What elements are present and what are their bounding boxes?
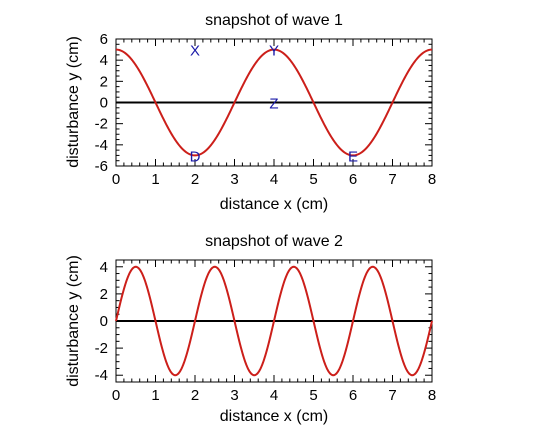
y-tick-label: 2 (100, 73, 108, 90)
y-tick-label: 0 (100, 95, 108, 112)
point-label-x: X (190, 43, 200, 60)
chart-title: snapshot of wave 1 (205, 12, 343, 29)
point-label-d: D (190, 148, 201, 165)
x-tick-label: 6 (349, 171, 357, 188)
wave-curve (115, 48, 433, 157)
panel-wave-2: snapshot of wave 2 disturbance y (cm) di… (65, 233, 436, 425)
x-axis-title: distance x (cm) (220, 408, 328, 425)
x-tick-label: 4 (270, 171, 278, 188)
x-tick-label: 5 (309, 387, 317, 404)
point-label-z: Z (269, 96, 278, 113)
x-tick-label: 7 (388, 387, 396, 404)
x-tick-label: 0 (112, 387, 120, 404)
x-tick-label: 1 (151, 387, 159, 404)
x-tick-label: 3 (230, 171, 238, 188)
plot-area: 0 1 2 3 4 5 6 7 8 -4 -2 0 2 4 (95, 259, 437, 404)
y-axis-title: disturbance y (cm) (65, 36, 82, 168)
plot-area: 0 1 2 3 4 5 6 7 8 -6 -4 -2 0 2 4 6 X Y Z D E (95, 31, 437, 188)
x-tick-label: 5 (309, 171, 317, 188)
x-tick-label: 8 (428, 387, 436, 404)
y-tick-label: -4 (95, 367, 108, 384)
x-axis-title: distance x (cm) (220, 196, 328, 213)
x-tick-label: 2 (191, 171, 199, 188)
y-tick-label: -4 (95, 137, 108, 154)
y-axis-title: disturbance y (cm) (65, 255, 82, 387)
x-tick-label: 7 (388, 171, 396, 188)
x-tick-label: 4 (270, 387, 278, 404)
y-tick-label: -6 (95, 158, 108, 175)
x-tick-label: 1 (151, 171, 159, 188)
panel-wave-1: snapshot of wave 1 disturbance y (cm) di… (65, 12, 436, 213)
y-tick-label: -2 (95, 340, 108, 357)
y-tick-label: 4 (100, 52, 108, 69)
point-label-y: Y (269, 43, 279, 60)
x-tick-label: 6 (349, 387, 357, 404)
y-tick-label: -2 (95, 116, 108, 133)
x-tick-label: 2 (191, 387, 199, 404)
point-label-e: E (348, 148, 358, 165)
x-tick-label: 3 (230, 387, 238, 404)
x-tick-label: 8 (428, 171, 436, 188)
wave-curve (115, 265, 433, 377)
y-tick-label: 4 (100, 259, 108, 276)
chart-title: snapshot of wave 2 (205, 233, 343, 250)
y-tick-label: 0 (100, 313, 108, 330)
y-tick-label: 6 (100, 31, 108, 48)
x-tick-label: 0 (112, 171, 120, 188)
y-tick-label: 2 (100, 286, 108, 303)
